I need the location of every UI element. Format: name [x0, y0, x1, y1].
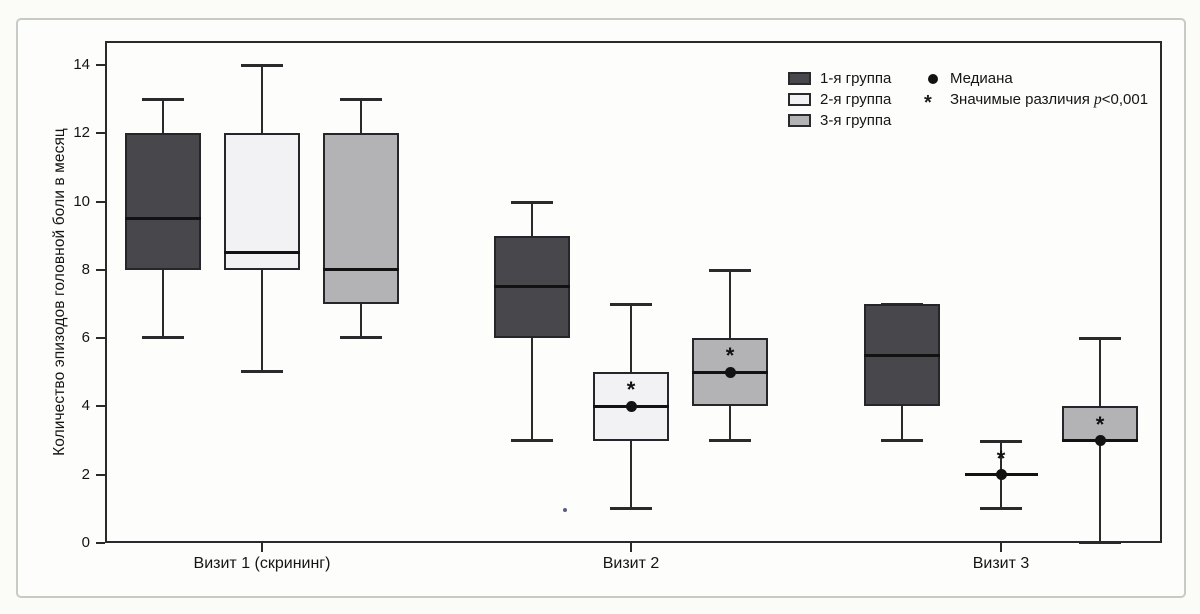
box-g1-visit1	[125, 133, 201, 270]
whisker-cap-top-g1-visit1	[142, 98, 184, 102]
whisker-cap-top-g2-visit2	[610, 303, 652, 306]
y-tick-mark-8	[96, 268, 105, 271]
median-g1-visit3	[864, 353, 940, 357]
scan-speck	[563, 508, 567, 512]
median-g2-visit1	[224, 251, 300, 255]
x-tick-label-3: Визит 3	[972, 555, 1030, 572]
whisker-cap-top-g3-visit1	[340, 98, 382, 102]
asterisk-icon: *	[924, 91, 932, 114]
whisker-cap-bottom-g2-visit1	[241, 370, 283, 374]
legend-median-item: Медиана	[924, 68, 1148, 89]
x-tick-mark-2	[630, 543, 632, 552]
legend-swatch-3	[788, 114, 811, 127]
x-tick-label-2: Визит 2	[602, 555, 660, 572]
box-g2-visit1	[224, 133, 300, 270]
figure-frame	[16, 18, 1186, 598]
whisker-cap-top-g1-visit2	[511, 200, 553, 204]
whisker-cap-top-g3-visit2	[709, 268, 751, 272]
whisker-cap-bottom-g3-visit1	[340, 336, 382, 340]
legend-group-label-1: 1-я группа	[820, 70, 892, 87]
significance-star-g2-visit2: *	[626, 377, 636, 403]
legend-group-label-2: 2-я группа	[820, 91, 892, 108]
median-g1-visit2	[494, 285, 570, 289]
y-tick-mark-10	[96, 200, 105, 203]
legend-group-item-1: 1-я группа	[788, 68, 891, 89]
legend-group-item-2: 2-я группа	[788, 89, 891, 110]
y-tick-label-12: 12	[73, 124, 90, 142]
y-tick-label-14: 14	[73, 56, 90, 73]
whisker-cap-bottom-g2-visit3	[980, 506, 1022, 510]
median-dot-g3-visit2	[724, 366, 736, 378]
legend-markers: Медиана * Значимые различия p<0,001	[924, 68, 1148, 114]
whisker-cap-bottom-g2-visit2	[610, 506, 652, 510]
legend-significance-item: * Значимые различия p<0,001	[924, 89, 1148, 114]
median-g1-visit1	[125, 217, 201, 221]
whisker-cap-bottom-g1-visit2	[511, 438, 553, 442]
whisker-cap-bottom-g3-visit2	[709, 438, 751, 442]
legend-swatch-1	[788, 72, 811, 85]
significance-star-g3-visit2: *	[725, 343, 735, 369]
x-tick-mark-3	[1000, 543, 1002, 552]
median-dot-g2-visit2	[625, 400, 637, 412]
significance-value: <0,001	[1101, 90, 1149, 108]
x-tick-label-1: Визит 1 (скрининг)	[193, 555, 331, 572]
legend-groups: 1-я группа 2-я группа 3-я группа	[788, 68, 891, 131]
significance-star-g3-visit3: *	[1095, 411, 1105, 437]
legend-group-item-3: 3-я группа	[788, 110, 891, 131]
box-g3-visit1	[323, 133, 399, 304]
y-tick-label-10: 10	[73, 192, 90, 210]
median-g3-visit1	[323, 268, 399, 272]
y-tick-label-2: 2	[81, 465, 90, 483]
y-tick-mark-6	[96, 337, 105, 340]
y-tick-mark-4	[96, 405, 105, 408]
legend-median-label: Медиана	[950, 70, 1013, 87]
legend-significance-label: Значимые различия p<0,001	[950, 91, 1148, 109]
whisker-cap-bottom-g3-visit3	[1079, 541, 1121, 544]
y-tick-label-0: 0	[81, 534, 90, 551]
whisker-cap-top-g2-visit3	[980, 439, 1022, 443]
y-tick-mark-14	[96, 64, 105, 66]
plot-area	[105, 41, 1162, 543]
whisker-cap-top-g3-visit3	[1079, 337, 1121, 341]
y-tick-label-4: 4	[81, 397, 90, 415]
legend-group-label-3: 3-я группа	[820, 112, 892, 129]
significance-text: Значимые различия	[950, 90, 1094, 108]
y-tick-label-6: 6	[81, 329, 90, 347]
significance-p: p	[1094, 90, 1102, 108]
whisker-cap-top-g2-visit1	[241, 64, 283, 67]
median-dot-g3-visit3	[1094, 435, 1106, 447]
legend-swatch-2	[788, 93, 811, 106]
y-tick-mark-2	[96, 473, 105, 476]
median-dot-icon	[928, 73, 938, 84]
y-tick-mark-0	[96, 542, 105, 544]
y-tick-mark-12	[96, 132, 105, 135]
whisker-cap-bottom-g1-visit3	[881, 438, 923, 442]
median-dot-g2-visit3	[995, 469, 1007, 481]
x-tick-mark-1	[261, 543, 263, 552]
y-tick-label-8: 8	[81, 260, 90, 278]
significance-star-g2-visit3: *	[996, 445, 1006, 471]
whisker-cap-bottom-g1-visit1	[142, 336, 184, 340]
